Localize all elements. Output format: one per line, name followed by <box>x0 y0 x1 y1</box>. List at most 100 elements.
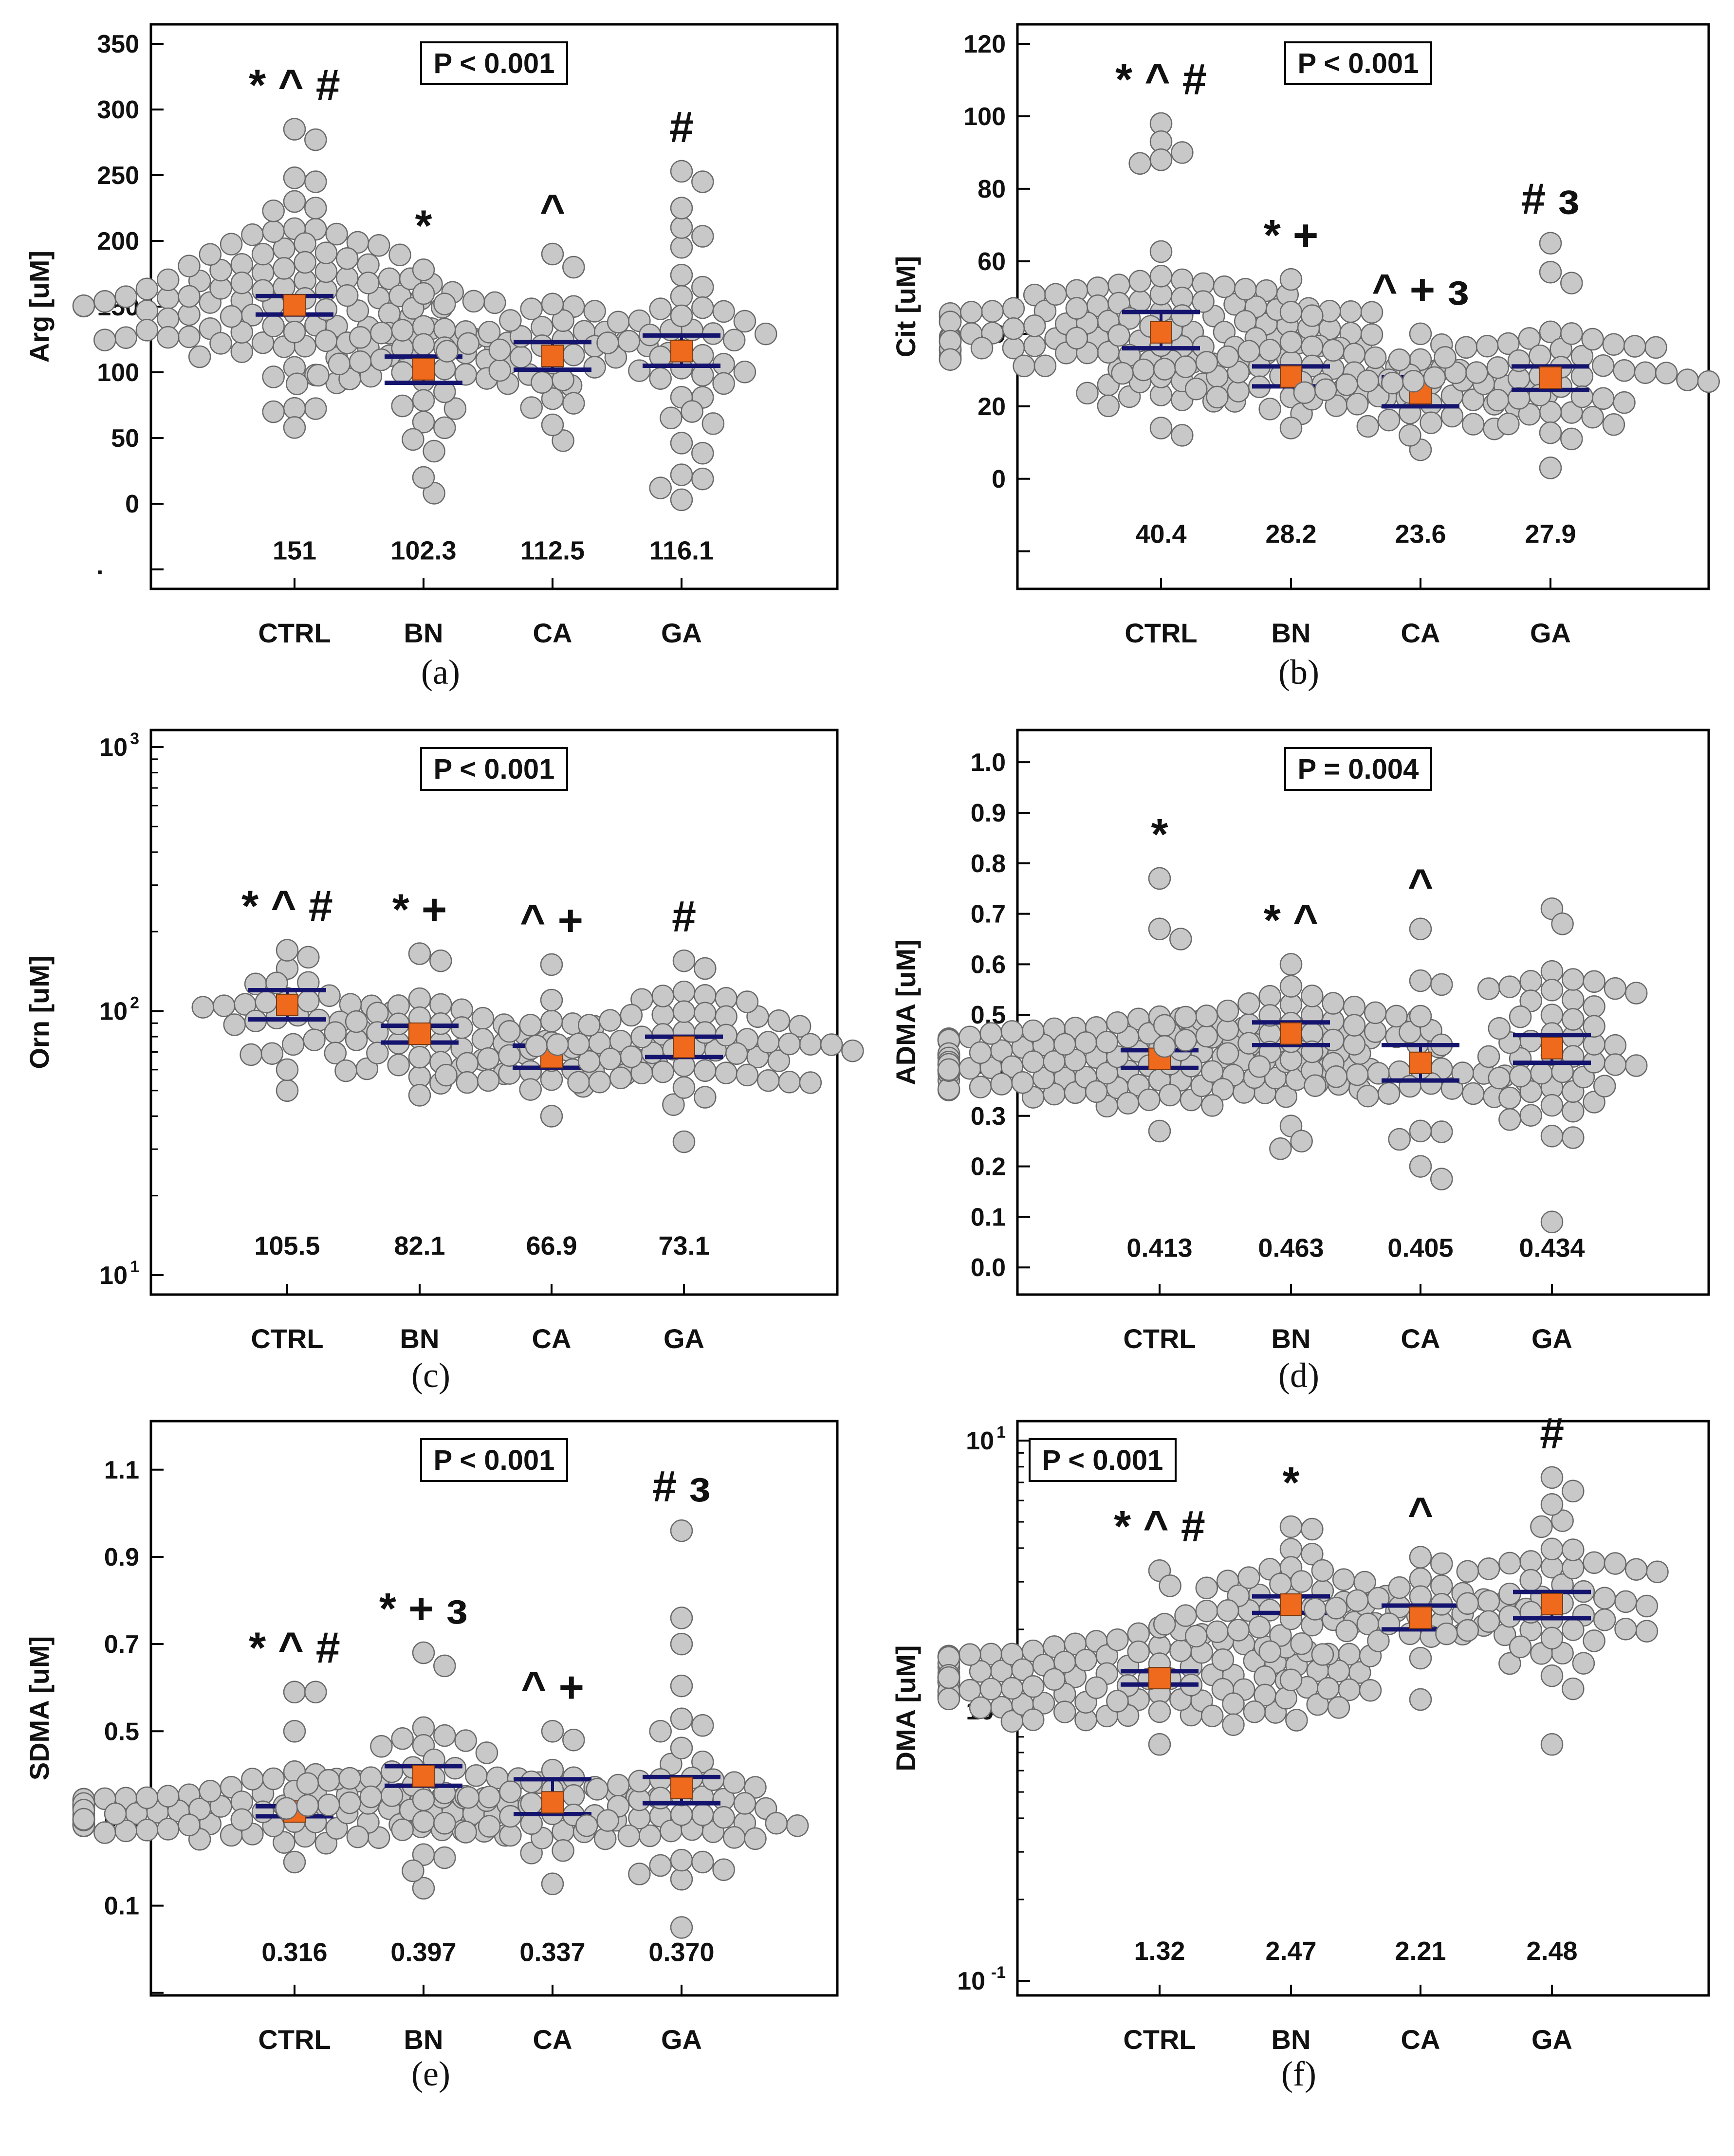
data-point <box>1624 1054 1648 1077</box>
data-point <box>1195 351 1218 374</box>
group-mean-label: 28.2 <box>1265 520 1316 549</box>
data-point <box>1138 1088 1161 1111</box>
data-point <box>1409 322 1432 346</box>
data-point <box>1420 411 1442 434</box>
data-point <box>1237 1566 1260 1589</box>
data-point <box>114 1819 137 1843</box>
data-point <box>334 1059 357 1082</box>
significance-mark: ^ <box>1408 1489 1434 1538</box>
data-point <box>1409 1646 1432 1670</box>
mean-marker <box>1541 1037 1563 1060</box>
data-point <box>1572 1652 1595 1675</box>
data-point <box>1456 1560 1479 1583</box>
data-point <box>1360 301 1384 324</box>
data-point <box>1604 1034 1627 1057</box>
significance-mark: * + <box>1264 211 1319 260</box>
data-point <box>1248 1055 1271 1078</box>
data-point <box>1032 1692 1055 1715</box>
data-point <box>276 939 299 962</box>
significance-mark: ^ <box>1408 861 1434 910</box>
data-point <box>391 361 414 384</box>
data-point <box>114 285 137 308</box>
data-point <box>1456 1592 1479 1615</box>
data-point <box>388 243 411 267</box>
data-point <box>712 372 735 395</box>
data-point <box>230 271 254 294</box>
data-point <box>1074 1648 1097 1672</box>
y-axis-label: ADMA [uM] <box>890 939 921 1085</box>
data-point <box>691 225 714 248</box>
group-bn: * ^ 0.463 BN <box>1153 896 1450 1354</box>
data-point <box>1076 382 1099 405</box>
data-point <box>283 1720 306 1743</box>
data-point <box>135 319 159 342</box>
data-point <box>577 1014 601 1037</box>
data-point <box>1000 1643 1024 1665</box>
data-point <box>1085 1676 1108 1699</box>
data-point <box>296 1772 319 1795</box>
data-point <box>1562 1126 1585 1149</box>
data-point <box>778 1071 801 1094</box>
data-point <box>317 1793 340 1817</box>
mean-marker <box>1539 366 1562 389</box>
significance-mark: * ^ # <box>241 882 333 931</box>
data-point <box>765 1811 788 1835</box>
data-point <box>672 949 696 972</box>
data-point <box>1583 1091 1605 1114</box>
data-point <box>541 1872 564 1896</box>
data-point <box>1551 1509 1574 1532</box>
data-point <box>670 1736 693 1759</box>
p-value-label: P < 0.001 <box>434 48 555 79</box>
data-point <box>456 1052 479 1075</box>
data-point <box>1279 1668 1303 1692</box>
data-point <box>1174 1029 1197 1052</box>
data-point <box>1613 359 1636 382</box>
category-label: CTRL <box>1125 618 1197 648</box>
data-point <box>1343 1014 1366 1037</box>
data-point <box>412 466 435 489</box>
data-point <box>1423 366 1446 389</box>
y-tick-label: 300 <box>97 96 139 124</box>
category-label: CTRL <box>251 1323 323 1354</box>
data-point <box>1560 427 1583 451</box>
data-point <box>670 1607 693 1629</box>
data-point <box>1509 1635 1532 1659</box>
data-point <box>209 332 232 355</box>
chart-panel-2: 120100806040200Cit [uM]P < 0.001* ^ #40.… <box>890 23 1720 692</box>
mean-marker <box>1280 1593 1302 1616</box>
group-ca: ^ + 66.9 CA <box>435 896 668 1354</box>
data-point <box>1477 1610 1500 1633</box>
data-point <box>1044 283 1067 306</box>
data-point <box>1279 1515 1303 1538</box>
data-point <box>1540 1537 1564 1561</box>
data-point <box>408 1045 431 1069</box>
data-point <box>694 1059 717 1082</box>
data-point <box>402 428 424 451</box>
data-point <box>509 346 533 368</box>
data-point <box>402 1859 424 1882</box>
group-mean-label: 0.405 <box>1387 1234 1453 1263</box>
significance-mark: # <box>669 103 694 152</box>
data-point <box>722 1771 746 1794</box>
data-point <box>552 309 574 332</box>
data-point <box>391 319 414 342</box>
data-point <box>1269 1572 1292 1595</box>
data-point <box>478 1815 501 1838</box>
data-point <box>567 1071 590 1094</box>
mean-marker <box>408 1022 431 1045</box>
data-point <box>1227 1619 1250 1642</box>
group-mean-label: 73.1 <box>658 1231 709 1261</box>
data-point <box>599 1047 622 1071</box>
data-point <box>1624 1558 1648 1581</box>
data-point <box>649 1854 672 1877</box>
data-point <box>1023 334 1046 357</box>
data-point <box>1206 1620 1229 1644</box>
data-point <box>628 1770 651 1793</box>
data-point <box>649 367 672 390</box>
mean-marker <box>283 294 306 317</box>
data-point <box>1279 975 1303 998</box>
data-point <box>1021 1050 1045 1073</box>
data-point <box>1111 362 1134 385</box>
p-value-box <box>420 41 568 85</box>
data-point <box>649 1787 672 1809</box>
